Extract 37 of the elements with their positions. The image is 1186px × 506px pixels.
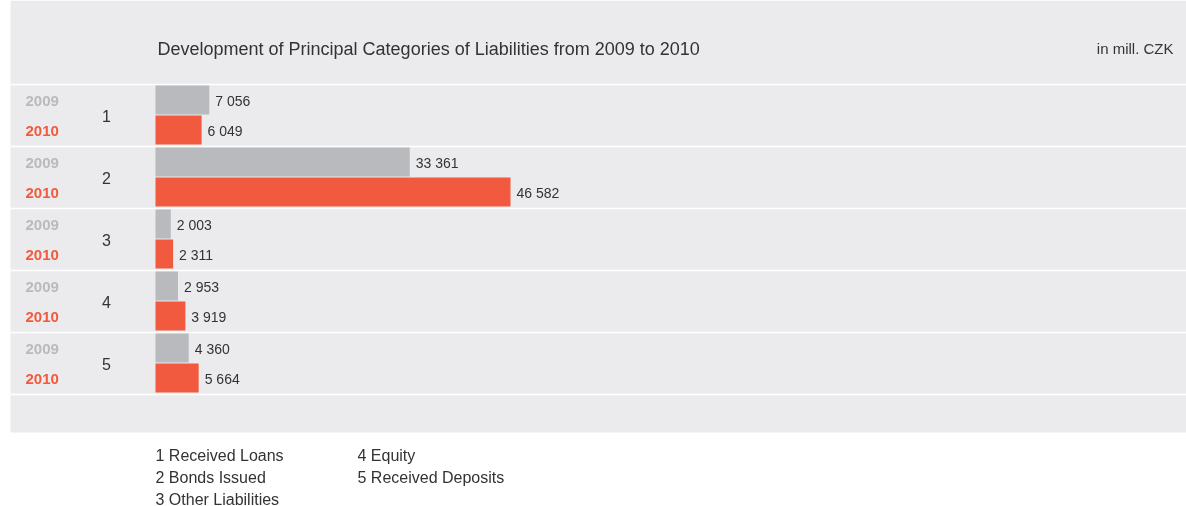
bar (155, 271, 178, 301)
bar (155, 177, 511, 207)
data-label: 3 919 (191, 308, 227, 325)
text: 3 Other Liabilities (155, 491, 280, 506)
text: 2010 (25, 121, 59, 139)
text: 5 Received Deposits (357, 469, 505, 486)
data-label: 4 360 (194, 340, 230, 357)
y-tick-label: 1 (102, 107, 112, 125)
y-tick-label: 2 (102, 169, 112, 187)
data-label: 46 582 (516, 184, 560, 201)
text: 1 Received Loans (155, 447, 284, 464)
bar (155, 239, 174, 269)
y-tick-label: 3 (102, 231, 112, 249)
text: 2010 (25, 307, 59, 325)
text: 2010 (25, 369, 59, 387)
bar (155, 333, 189, 363)
text: in mill. CZK (1096, 40, 1174, 57)
text: 2010 (25, 183, 59, 201)
data-label: 5 664 (204, 370, 240, 387)
y-tick-label: 4 (102, 293, 112, 311)
bar (155, 363, 199, 393)
bar (155, 147, 410, 177)
data-label: 2 003 (176, 216, 213, 233)
data-label: 7 056 (215, 92, 251, 109)
chart-title: Development of Principal Categories of Liabilities from 2009 to 2010 (157, 38, 700, 59)
bar (155, 115, 202, 145)
text: 2 Bonds Issued (155, 469, 266, 486)
text: 4 Equity (357, 447, 416, 464)
data-label: 2 953 (184, 278, 220, 295)
data-label: 33 361 (415, 154, 459, 171)
y-tick-label: 5 (102, 355, 112, 373)
bar (155, 301, 186, 331)
data-label: 2 311 (179, 246, 214, 263)
bar (155, 85, 210, 115)
data-label: 6 049 (207, 122, 243, 139)
text: 2010 (25, 245, 59, 263)
bar (155, 209, 171, 239)
